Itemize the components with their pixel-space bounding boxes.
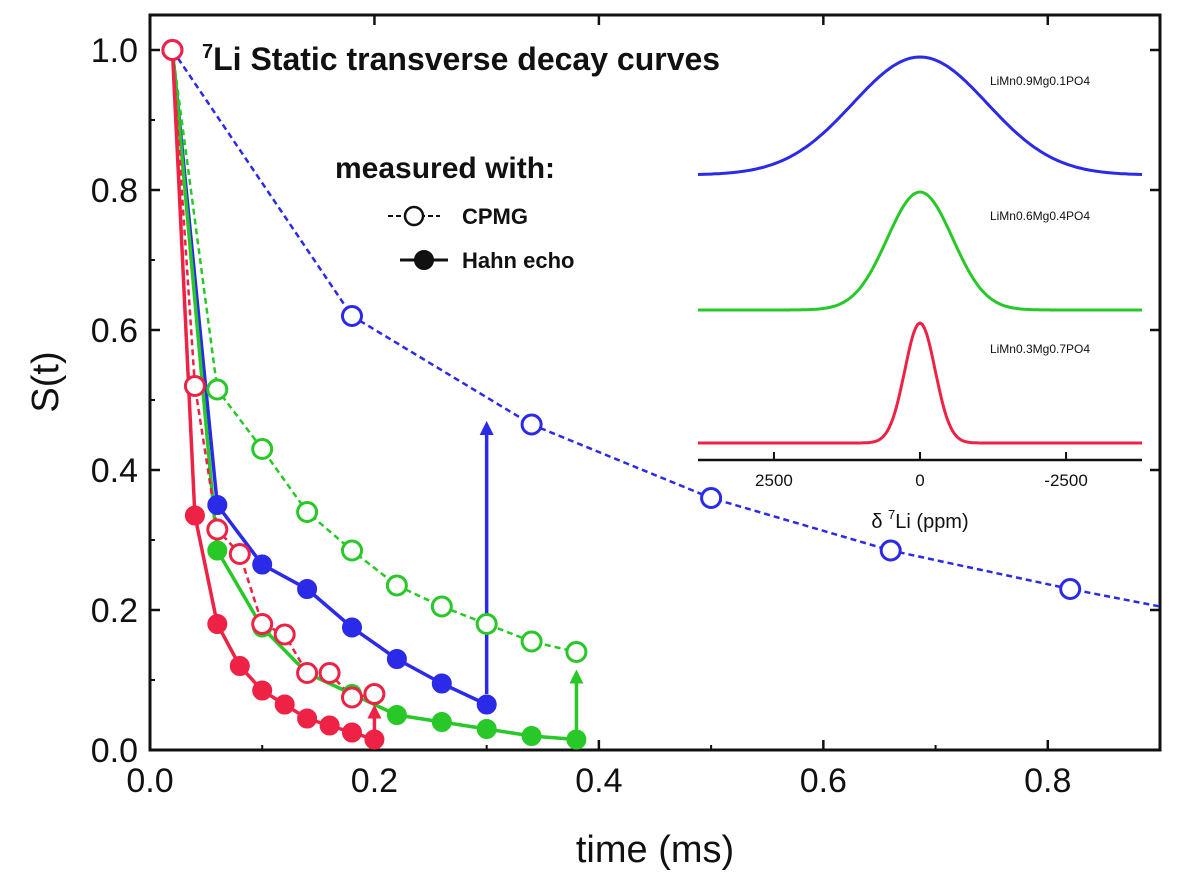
data-point-red-cpmg: [273, 623, 296, 646]
data-point-blue-cpmg: [1059, 578, 1082, 600]
inset-x-label-main: Li (ppm): [895, 511, 968, 533]
x-axis-label: time (ms): [576, 829, 734, 871]
inset-tick-label: -2500: [1044, 471, 1087, 490]
data-point-green-cpmg: [475, 613, 498, 635]
data-point-green-cpmg: [385, 574, 408, 597]
data-point-blue-hahn: [297, 579, 318, 599]
data-point-red-cpmg: [228, 543, 251, 565]
data-point-green-hahn: [431, 712, 452, 732]
inset-spectra: LiMn0.9Mg0.1PO4 LiMn0.6Mg0.4PO4 LiMn0.3Mg0…: [697, 55, 1143, 533]
data-point-red-cpmg: [318, 662, 341, 684]
data-point-blue-cpmg: [700, 487, 723, 509]
legend-hahn-marker: [414, 250, 434, 270]
series-lines: [170, 49, 1160, 742]
data-point-red-hahn: [207, 614, 228, 634]
data-point-green-cpmg: [341, 539, 363, 562]
y-tick-label: 0.0: [91, 732, 138, 770]
x-tick-label: 0.4: [575, 762, 622, 800]
data-point-green-hahn: [386, 705, 407, 725]
data-point-blue-hahn: [386, 649, 407, 669]
data-point-green-hahn: [521, 726, 542, 746]
arrow-head-blue: [479, 421, 494, 435]
data-point-red-cpmg: [206, 518, 229, 541]
inset-x-label-prefix: δ: [871, 511, 888, 533]
inset-x-label: δ 7Li (ppm): [871, 507, 968, 533]
inset-spectrum-label: LiMn0.9Mg0.1PO4: [990, 74, 1090, 88]
inset-spectrum-label: LiMn0.3Mg0.7PO4: [990, 342, 1090, 356]
legend-cpmg-marker: [403, 205, 425, 227]
x-tick-label: 0.0: [126, 762, 173, 800]
inset-spectrum-label: LiMn0.6Mg0.4PO4: [990, 209, 1090, 223]
data-point-blue-cpmg: [520, 413, 543, 436]
data-point-red-hahn: [184, 505, 205, 526]
x-tick-label: 0.6: [800, 762, 847, 800]
inset-curves: LiMn0.9Mg0.1PO4 LiMn0.6Mg0.4PO4 LiMn0.3Mg0…: [697, 55, 1143, 445]
series-markers: [161, 39, 1082, 750]
plot-frame: [148, 13, 1162, 752]
legend-hahn-label: Hahn echo: [462, 248, 574, 273]
data-point-red-cpmg: [341, 686, 363, 709]
series-line-red-hahn: [170, 49, 375, 742]
data-point-red-hahn: [342, 722, 362, 743]
inset-spectrum-green: [698, 190, 1142, 312]
data-point-green-cpmg: [565, 641, 588, 663]
data-point-red-hahn: [274, 694, 295, 715]
series-line-green-cpmg: [171, 49, 577, 654]
plot-area: [161, 39, 1160, 750]
data-point-red-cpmg: [251, 613, 274, 635]
y-axis-label: S(t): [25, 351, 67, 412]
legend-item-cpmg: CPMG: [388, 204, 528, 229]
data-point-blue-hahn: [207, 495, 228, 515]
data-point-blue-cpmg: [879, 539, 902, 562]
data-point-blue-hahn: [252, 554, 273, 575]
title-superscript: 7: [202, 41, 213, 63]
y-tick-label: 1.0: [91, 32, 138, 70]
data-point-red-hahn: [252, 680, 273, 701]
data-point-green-hahn: [207, 540, 228, 561]
y-tick-label: 0.6: [91, 312, 138, 350]
inset-tick-label: 0: [915, 471, 924, 490]
legend-item-hahn-echo: Hahn echo: [400, 248, 574, 273]
series-line-red-cpmg: [171, 49, 375, 699]
data-point-blue-hahn: [476, 694, 497, 715]
inset-x-label-superscript: 7: [888, 507, 895, 522]
inset-ticks: 2500 0 -2500: [755, 452, 1088, 490]
inset-spectrum-red: [698, 321, 1142, 445]
axis-ticks: 0.0 0.2 0.4 0.6 0.8 0.0 0.2 0.4 0.6 0.8 1.0: [91, 15, 1161, 800]
chart-title: 7Li Static transverse decay curves: [202, 41, 720, 77]
data-point-red-cpmg: [296, 662, 319, 684]
title-main: Li Static transverse decay curves: [213, 41, 720, 77]
data-point-green-cpmg: [296, 501, 319, 523]
data-point-red-hahn: [229, 656, 250, 676]
data-point-blue-hahn: [342, 617, 362, 638]
data-point-green-cpmg: [430, 595, 453, 618]
data-point-green-cpmg: [206, 378, 229, 401]
data-point-blue-cpmg: [341, 305, 363, 327]
data-point-red-hahn: [297, 708, 318, 729]
inset-spectrum-blue: [697, 55, 1143, 176]
data-point-red-cpmg: [161, 39, 184, 61]
arrow-head-red: [367, 704, 382, 719]
data-point-blue-hahn: [431, 673, 452, 694]
y-tick-label: 0.8: [91, 172, 138, 210]
data-point-green-cpmg: [251, 438, 274, 460]
data-point-green-cpmg: [520, 630, 543, 653]
x-tick-label: 0.8: [1024, 762, 1071, 800]
data-point-red-cpmg: [363, 683, 386, 705]
legend-heading: measured with:: [335, 152, 555, 185]
data-point-red-cpmg: [183, 375, 206, 397]
legend: measured with: CPMG Hahn echo: [335, 152, 574, 273]
arrows: [367, 421, 584, 736]
data-point-green-hahn: [476, 719, 497, 739]
y-tick-label: 0.2: [91, 592, 138, 630]
arrow-head-green: [569, 669, 584, 684]
data-point-green-hahn: [566, 729, 587, 750]
data-point-red-hahn: [319, 715, 340, 736]
data-point-red-hahn: [364, 729, 385, 750]
legend-cpmg-label: CPMG: [462, 204, 528, 229]
y-tick-label: 0.4: [91, 452, 138, 490]
inset-tick-label: 2500: [755, 471, 793, 490]
x-tick-label: 0.2: [351, 762, 398, 800]
